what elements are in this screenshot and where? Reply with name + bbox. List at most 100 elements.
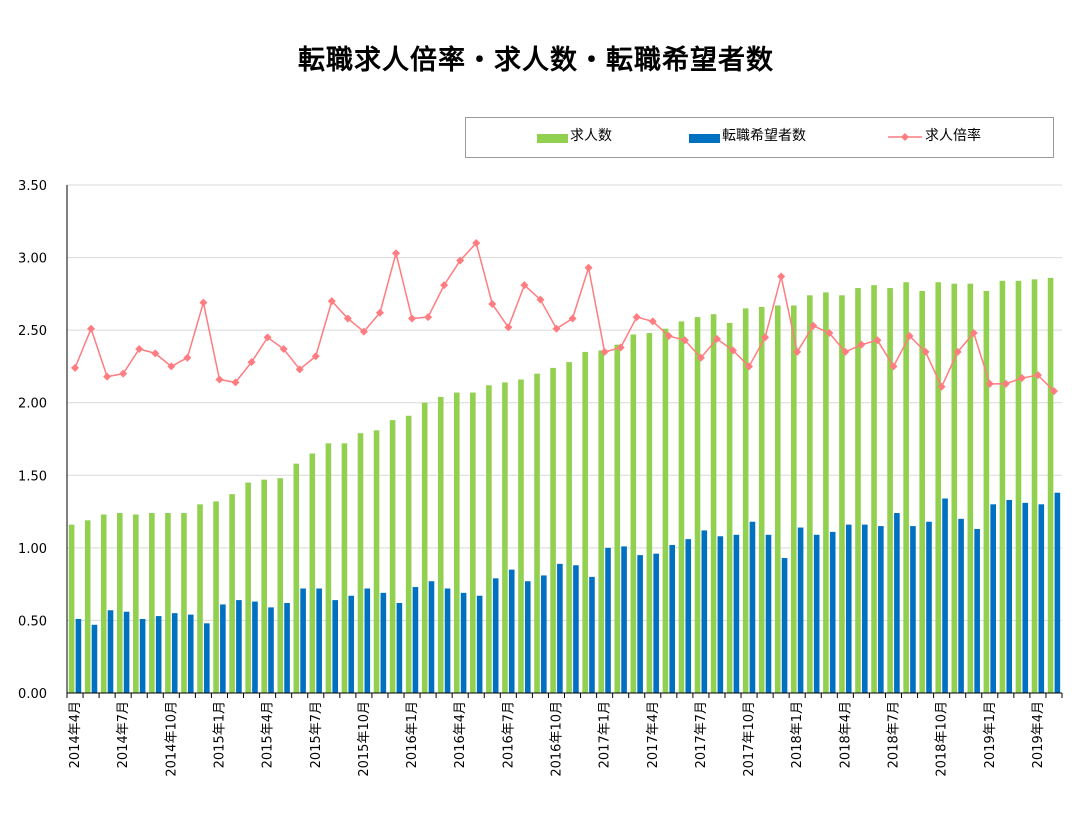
bar-job-openings — [726, 322, 733, 693]
bar-job-seekers — [894, 513, 900, 693]
legend-label-ratio: 求人倍率 — [925, 128, 981, 144]
bar-job-seekers — [958, 518, 964, 693]
point-ratio — [761, 333, 770, 342]
point-ratio — [472, 239, 481, 248]
legend-swatch-ratio — [888, 133, 922, 141]
point-ratio — [424, 313, 433, 322]
bar-job-seekers — [749, 521, 756, 693]
bar-job-seekers — [717, 536, 724, 693]
bar-job-openings — [165, 513, 171, 693]
bar-job-openings — [341, 443, 348, 693]
bar-job-seekers — [444, 588, 451, 693]
point-ratio — [680, 336, 689, 345]
bar-job-openings — [967, 283, 974, 693]
bar-job-seekers — [204, 623, 210, 693]
bar-job-seekers — [1054, 492, 1061, 693]
line-ratio — [74, 241, 1055, 392]
point-ratio — [119, 369, 128, 378]
bar-job-seekers — [910, 526, 916, 693]
bar-job-openings — [502, 382, 508, 693]
bar-job-openings — [486, 385, 492, 693]
x-tick-label: 2017年1月 — [598, 701, 613, 768]
point-ratio — [745, 362, 754, 371]
bar-job-seekers — [1006, 499, 1013, 693]
bar-job-openings — [1047, 277, 1054, 693]
bar-job-seekers — [364, 588, 371, 693]
bar-job-seekers — [685, 539, 692, 693]
point-ratio — [664, 331, 673, 340]
point-ratio — [969, 329, 978, 338]
bar-job-openings — [197, 504, 203, 693]
bar-job-seekers — [107, 610, 114, 693]
point-ratio — [408, 314, 417, 323]
bar-job-openings — [470, 392, 476, 693]
point-ratio — [937, 382, 946, 391]
bar-job-openings — [261, 479, 268, 693]
bar-job-openings — [1031, 279, 1038, 693]
bar-job-seekers — [508, 569, 515, 693]
bar-job-openings — [133, 514, 139, 693]
bar-job-openings — [277, 478, 284, 693]
point-ratio — [616, 343, 625, 352]
point-ratio — [889, 362, 898, 371]
x-tick-label: 2016年1月 — [405, 701, 420, 768]
bar-job-seekers — [541, 575, 547, 693]
point-ratio — [857, 340, 866, 349]
point-ratio — [712, 334, 721, 343]
bar-job-seekers — [252, 601, 258, 693]
point-ratio — [440, 281, 449, 290]
point-ratio — [809, 321, 818, 330]
bar-job-seekers — [332, 600, 338, 693]
bar-job-openings — [213, 501, 219, 693]
bar-job-seekers — [942, 498, 948, 693]
point-ratio — [375, 308, 384, 317]
y-tick-label: 2.00 — [18, 397, 47, 412]
point-ratio — [1049, 387, 1058, 396]
bar-job-seekers — [220, 604, 226, 693]
x-tick-label: 2014年4月 — [68, 701, 83, 768]
bar-job-seekers — [139, 618, 146, 693]
bar-job-seekers — [1022, 502, 1029, 693]
bar-job-openings — [823, 292, 829, 693]
bar-job-seekers — [733, 534, 740, 693]
bar-job-openings — [630, 334, 637, 693]
x-tick-label: 2016年10月 — [549, 701, 564, 777]
point-ratio — [568, 314, 577, 323]
x-tick-label: 2018年1月 — [790, 701, 805, 768]
x-tick-label: 2015年4月 — [261, 701, 276, 768]
bar-job-seekers — [524, 581, 531, 693]
chart-legend: 求人数 転職希望者数 求人倍率 — [465, 117, 1054, 158]
bar-job-openings — [421, 402, 428, 693]
point-ratio — [696, 353, 705, 362]
point-ratio — [231, 378, 240, 387]
bar-job-seekers — [861, 524, 868, 693]
bar-job-openings — [518, 379, 524, 693]
point-ratio — [103, 372, 112, 381]
bar-job-openings — [871, 285, 877, 693]
bar-job-seekers — [669, 544, 676, 693]
point-ratio — [985, 379, 994, 388]
x-tick-label: 2015年10月 — [357, 701, 372, 777]
point-ratio — [311, 352, 320, 361]
point-ratio — [488, 300, 497, 309]
bar-job-openings — [453, 392, 460, 693]
x-tick-label: 2017年10月 — [742, 701, 757, 777]
bar-job-seekers — [155, 616, 162, 693]
point-ratio — [873, 336, 882, 345]
bar-job-seekers — [428, 581, 435, 693]
point-ratio — [632, 313, 641, 322]
bar-job-openings — [357, 433, 364, 693]
bar-job-seekers — [300, 588, 306, 693]
bar-job-openings — [694, 317, 701, 693]
bar-job-seekers — [492, 578, 499, 693]
bar-job-seekers — [701, 530, 708, 693]
bar-job-openings — [983, 290, 990, 693]
point-ratio — [199, 298, 208, 307]
bar-job-openings — [839, 295, 845, 693]
bar-job-openings — [437, 396, 444, 693]
point-ratio — [456, 256, 465, 265]
point-ratio — [343, 314, 352, 323]
bar-job-seekers — [412, 587, 419, 693]
point-ratio — [905, 331, 914, 340]
y-tick-label: 1.50 — [18, 469, 47, 484]
